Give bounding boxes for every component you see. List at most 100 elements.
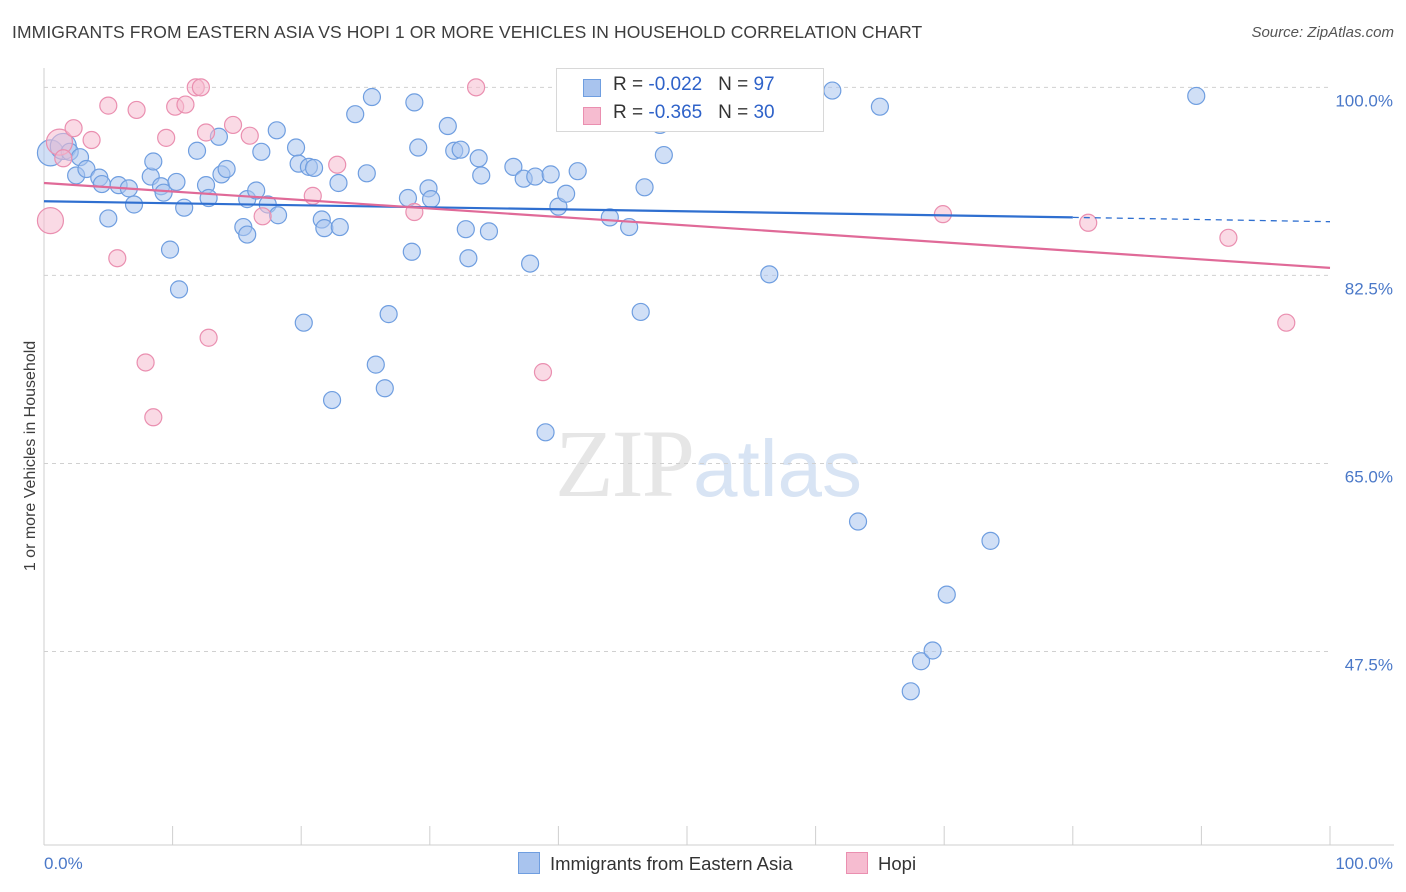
point-eastern-asia xyxy=(379,305,398,324)
legend-n-label: N = xyxy=(718,102,754,123)
source-label: Source: ZipAtlas.com xyxy=(1251,24,1394,41)
point-hopi xyxy=(1277,313,1296,332)
point-eastern-asia xyxy=(252,142,271,161)
point-eastern-asia xyxy=(346,105,365,124)
point-eastern-asia xyxy=(330,217,349,237)
point-eastern-asia xyxy=(848,512,868,531)
point-hopi xyxy=(36,207,65,235)
point-eastern-asia xyxy=(438,116,457,136)
point-hopi xyxy=(108,249,127,268)
point-eastern-asia xyxy=(144,152,163,171)
point-eastern-asia xyxy=(981,531,1000,550)
point-eastern-asia xyxy=(92,174,111,194)
bottom-legend-hopi: Hopi xyxy=(846,852,916,875)
point-eastern-asia xyxy=(329,173,348,193)
legend-n-value: 30 xyxy=(753,102,775,123)
point-eastern-asia xyxy=(1187,86,1206,106)
point-hopi xyxy=(1219,228,1238,247)
x-tick-label: 100.0% xyxy=(1335,854,1393,873)
point-eastern-asia xyxy=(911,652,931,671)
point-eastern-asia xyxy=(870,97,890,116)
point-eastern-asia xyxy=(362,87,382,107)
point-eastern-asia xyxy=(823,81,842,100)
point-hopi xyxy=(157,128,176,147)
legend-swatch-blue xyxy=(583,79,601,97)
point-eastern-asia xyxy=(402,242,421,261)
point-eastern-asia xyxy=(217,159,236,179)
axis-layer xyxy=(43,68,1394,846)
point-eastern-asia xyxy=(568,162,587,181)
point-eastern-asia xyxy=(247,181,266,200)
point-eastern-asia xyxy=(901,682,920,701)
point-eastern-asia xyxy=(375,379,394,398)
legend-r-label: R = xyxy=(613,74,649,95)
legend-r-value: -0.022 xyxy=(648,74,703,95)
point-eastern-asia xyxy=(760,265,779,284)
point-eastern-asia xyxy=(409,138,428,157)
bottom-legend-swatch-pink xyxy=(846,852,868,874)
point-eastern-asia xyxy=(99,209,118,228)
point-eastern-asia xyxy=(504,157,523,176)
point-hopi xyxy=(196,123,216,142)
point-eastern-asia xyxy=(366,355,385,374)
point-hopi xyxy=(328,155,347,174)
trend-layer xyxy=(43,181,1331,269)
point-eastern-asia xyxy=(600,208,619,227)
point-eastern-asia xyxy=(479,222,499,241)
chart-title: IMMIGRANTS FROM EASTERN ASIA VS HOPI 1 O… xyxy=(12,22,923,42)
point-eastern-asia xyxy=(238,225,257,244)
point-hopi xyxy=(64,119,83,138)
legend-n-value: 97 xyxy=(753,74,775,95)
y-tick-label: 82.5% xyxy=(1345,279,1393,298)
legend-text-blue: R = -0.022 N = 97 xyxy=(613,74,775,96)
point-hopi xyxy=(253,207,272,226)
point-hopi xyxy=(240,126,259,145)
point-eastern-asia xyxy=(160,240,180,259)
point-hopi xyxy=(1079,213,1098,232)
bottom-legend-eastern-asia: Immigrants from Eastern Asia xyxy=(518,852,793,875)
y-tick-label: 100.0% xyxy=(1335,91,1393,110)
legend-n-label: N = xyxy=(718,74,754,95)
point-eastern-asia xyxy=(286,138,306,157)
point-eastern-asia xyxy=(124,195,144,214)
point-eastern-asia xyxy=(937,585,956,604)
point-hopi xyxy=(176,95,195,114)
bottom-legend-label: Immigrants from Eastern Asia xyxy=(550,853,793,874)
point-hopi xyxy=(82,130,101,150)
point-eastern-asia xyxy=(187,141,207,160)
trend-line-eastern-asia xyxy=(43,200,1073,219)
point-hopi xyxy=(223,115,243,135)
point-eastern-asia xyxy=(268,206,288,225)
y-tick-label: 65.0% xyxy=(1345,467,1393,486)
grid-layer xyxy=(44,86,1330,653)
x-tick-label: 0.0% xyxy=(44,854,83,873)
point-eastern-asia xyxy=(175,198,194,217)
point-eastern-asia xyxy=(654,145,673,165)
point-hopi xyxy=(136,353,155,372)
legend-swatch-pink xyxy=(583,107,601,125)
point-eastern-asia xyxy=(169,280,189,299)
label-layer: 100.0% 82.5% 65.0% 47.5% 0.0% 100.0% 1 or more… xyxy=(22,91,1393,873)
point-eastern-asia xyxy=(459,249,478,268)
stats-legend: R = -0.022 N = 97 R = -0.365 N = 30 xyxy=(556,68,824,132)
point-eastern-asia xyxy=(294,313,313,332)
point-eastern-asia xyxy=(167,172,186,192)
point-eastern-asia xyxy=(315,219,334,238)
point-eastern-asia xyxy=(541,165,560,184)
point-eastern-asia xyxy=(451,140,470,159)
point-eastern-asia xyxy=(635,178,654,197)
legend-text-pink: R = -0.365 N = 30 xyxy=(613,102,775,124)
point-eastern-asia xyxy=(469,149,488,168)
point-eastern-asia xyxy=(521,254,540,273)
points-layer xyxy=(36,78,1296,701)
point-hopi xyxy=(191,78,210,97)
point-eastern-asia xyxy=(923,641,942,660)
legend-r-value: -0.365 xyxy=(648,102,703,123)
point-eastern-asia xyxy=(536,423,555,442)
point-hopi xyxy=(144,408,163,427)
point-eastern-asia xyxy=(357,164,376,183)
trend-line-hopi xyxy=(43,181,1331,269)
point-eastern-asia xyxy=(421,190,441,209)
point-hopi xyxy=(127,100,146,120)
